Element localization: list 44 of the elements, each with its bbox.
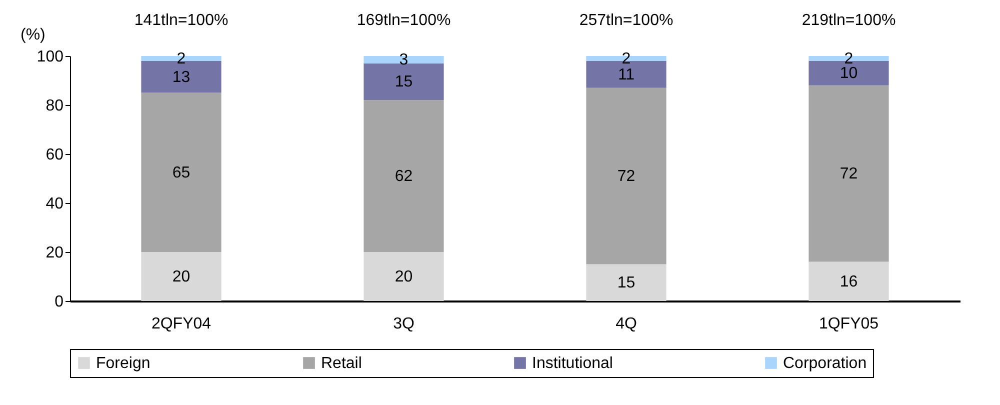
data-label: 3 [399, 52, 408, 69]
y-tick-label: 20 [46, 244, 64, 262]
y-tick-label: 60 [46, 146, 64, 164]
x-tick-label: 3Q [393, 316, 414, 332]
data-label: 20 [394, 268, 413, 286]
bar [808, 262, 889, 301]
data-label: 16 [840, 273, 858, 290]
legend-label: Institutional [532, 355, 613, 372]
data-label: 10 [840, 65, 858, 82]
data-label: 11 [618, 66, 635, 84]
data-label: 20 [172, 268, 190, 286]
data-label: 2 [176, 50, 186, 68]
bar [141, 252, 222, 301]
data-label: 72 [840, 166, 858, 183]
bar [364, 252, 444, 301]
bar [364, 63, 444, 100]
bar [808, 85, 889, 262]
x-tick-label: 1QFY05 [818, 316, 879, 332]
data-label: 65 [172, 164, 190, 182]
data-label: 72 [617, 168, 636, 186]
y-tick-label: 80 [46, 98, 64, 114]
data-label: 2 [844, 50, 854, 68]
y-tick-label: 0 [54, 294, 64, 310]
bar [586, 264, 666, 301]
bar [586, 88, 666, 264]
data-label: 15 [617, 274, 636, 292]
data-label: 15 [394, 74, 413, 91]
y-axis-title: (%) [20, 26, 46, 44]
total-label: 257tln=100% [579, 12, 674, 29]
data-label: 2 [622, 50, 631, 68]
y-tick-label: 100 [36, 48, 64, 66]
bar [141, 92, 222, 252]
data-label: 62 [394, 168, 413, 186]
legend-label: Corporation [783, 355, 867, 372]
x-tick-label: 4Q [616, 316, 637, 332]
x-tick-label: 2QFY04 [151, 316, 212, 332]
total-label: 169tln=100% [356, 12, 451, 29]
total-label: 219tln=100% [802, 12, 896, 29]
data-label: 13 [172, 68, 190, 86]
total-label: 141tln=100% [134, 12, 228, 29]
legend-label: Foreign [96, 355, 150, 372]
bar [364, 100, 444, 252]
legend-label: Retail [321, 355, 362, 372]
y-tick-label: 40 [46, 196, 64, 212]
